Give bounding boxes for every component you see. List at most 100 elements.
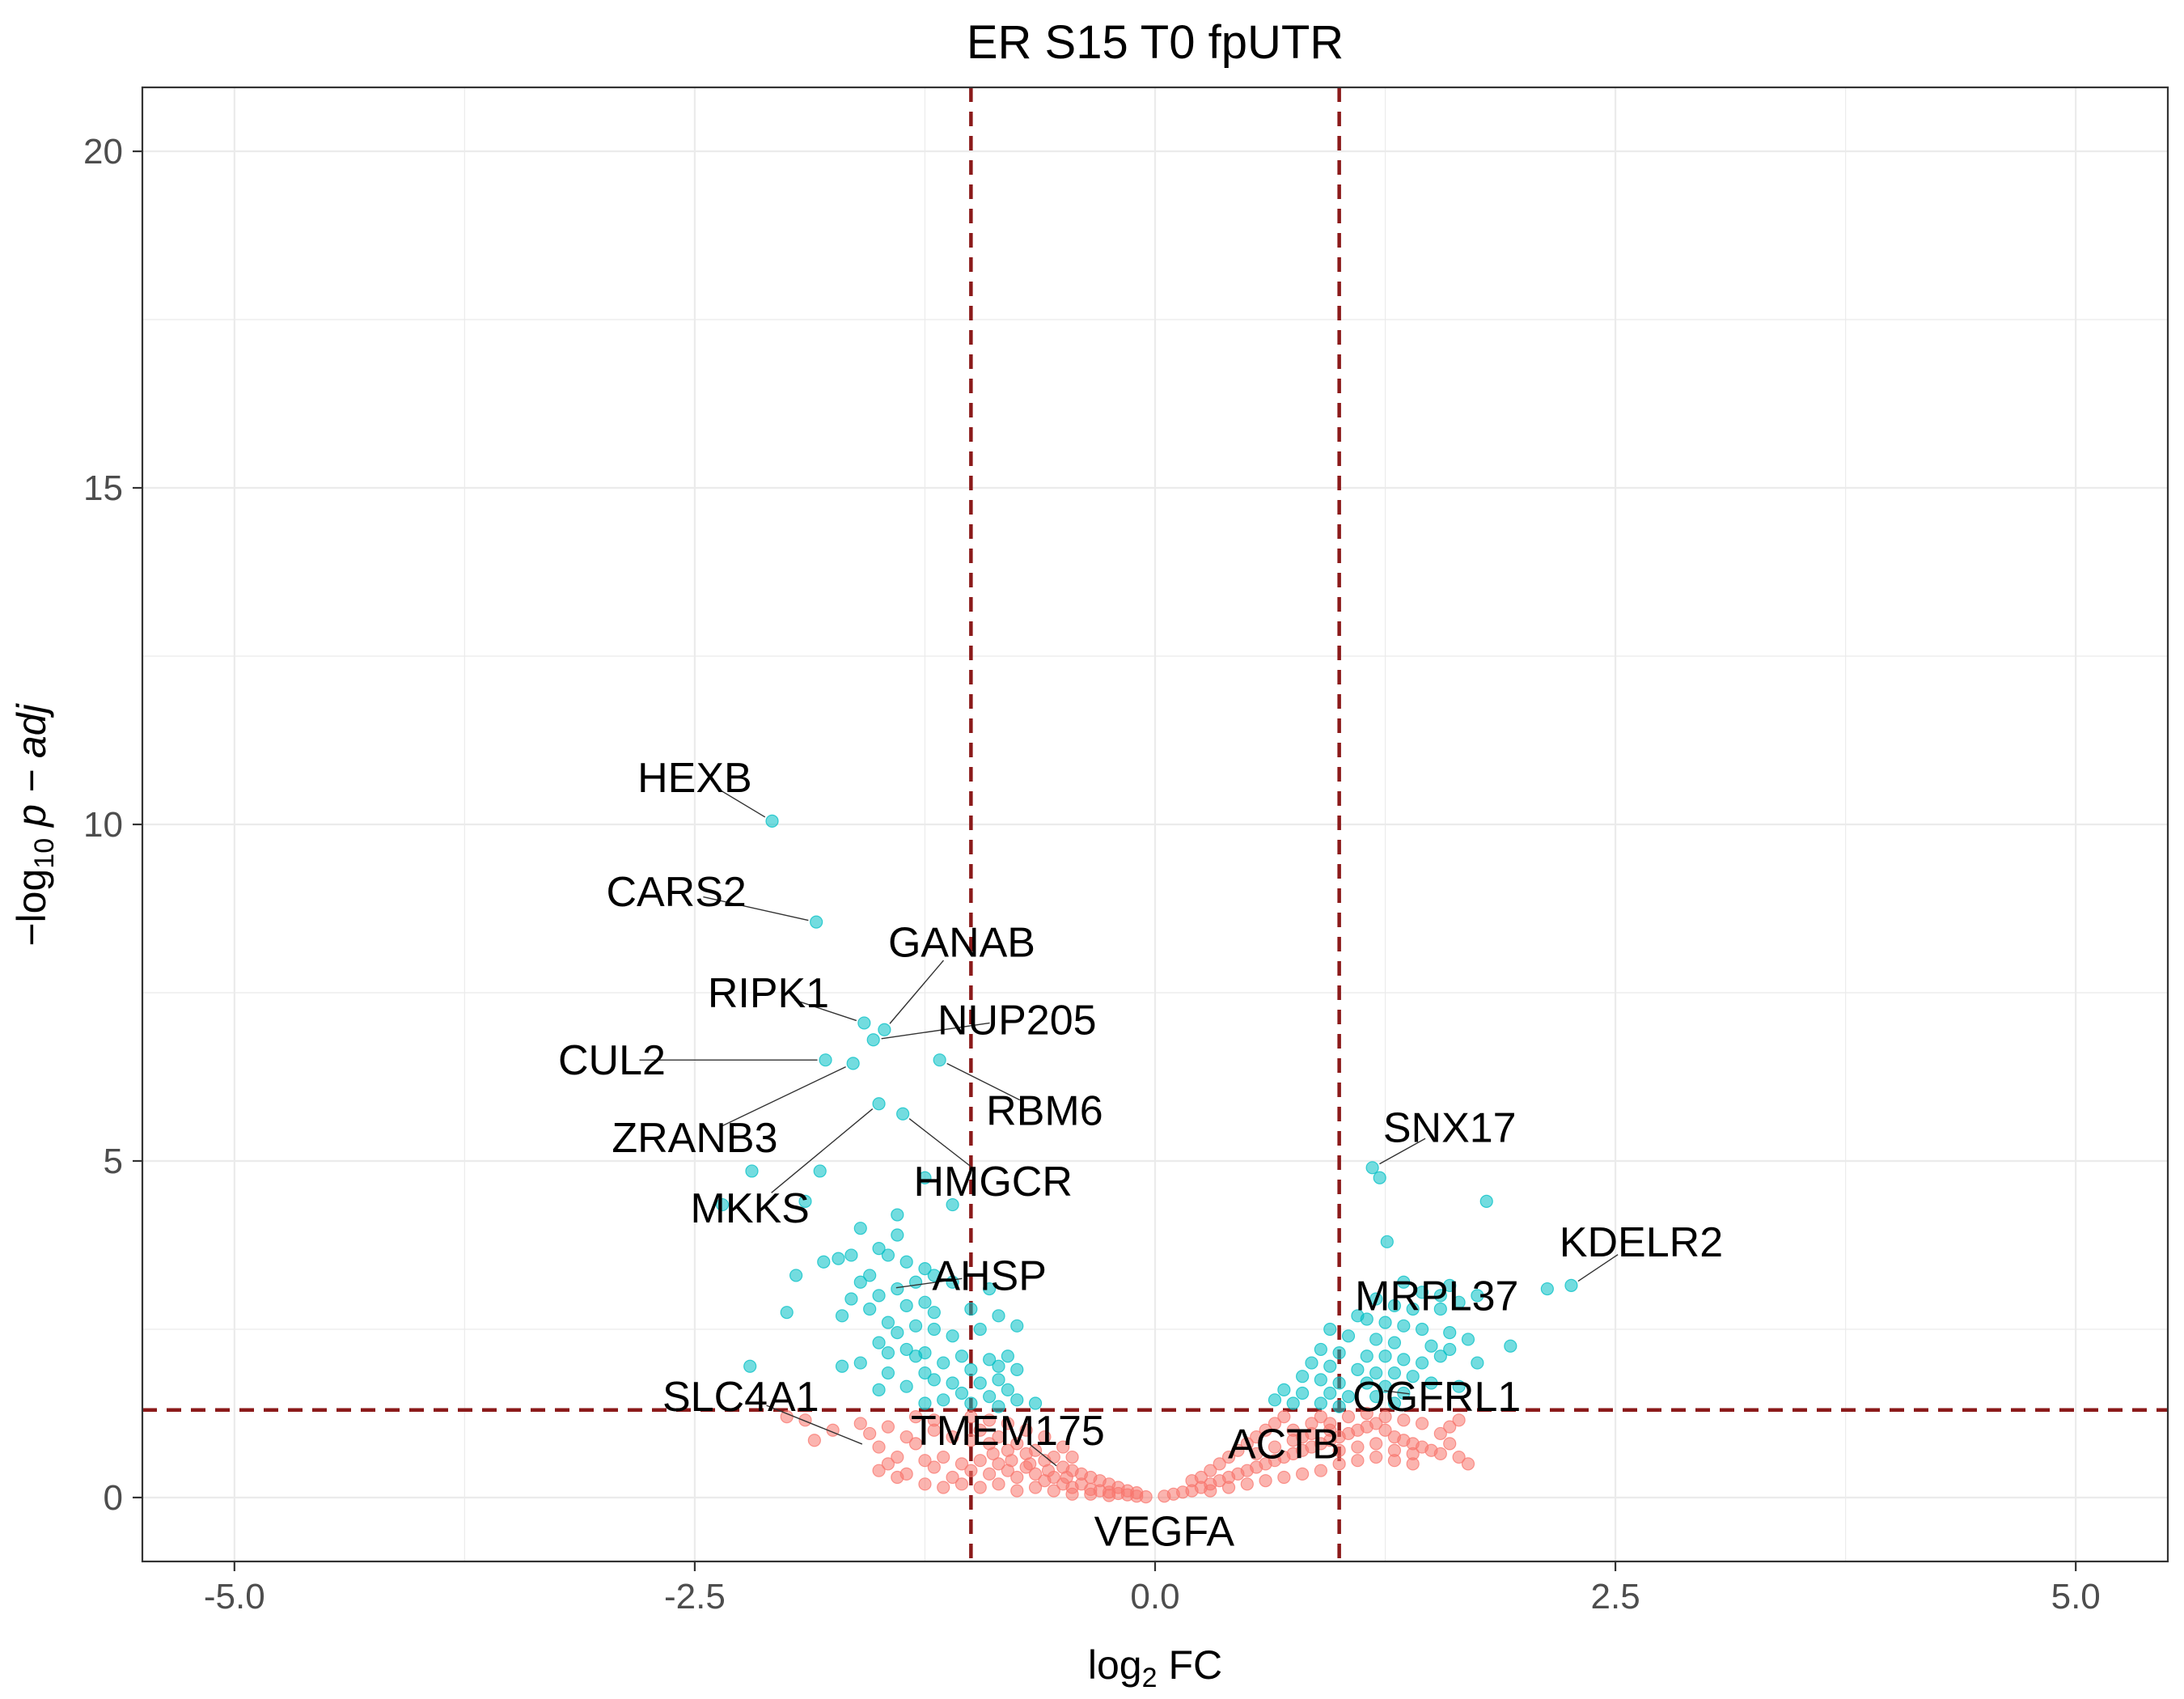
point-significant [927,1373,941,1387]
point-significant [1351,1362,1365,1376]
point-not_significant [1213,1457,1226,1471]
label-connector [946,1062,1021,1101]
point-significant [881,1316,895,1329]
point-not_significant [1019,1423,1033,1437]
point-significant [1433,1289,1447,1303]
point-not_significant [946,1430,959,1444]
point-significant [1360,1312,1373,1326]
point-significant [1341,1329,1356,1343]
point-significant [946,1376,959,1390]
point-not_significant [899,1467,913,1481]
point-significant [946,1329,959,1343]
point-not_significant [1277,1410,1291,1424]
gene-label: GANAB [888,920,1035,967]
point-not_significant [1010,1470,1024,1485]
point-not_significant [992,1477,1005,1491]
point-significant [983,1282,997,1296]
point-not_significant [983,1467,997,1481]
gene-labels: HEXB CARS2 GANAB RIPK1 NUP205 CUL2 RBM6 ZRANB3 H… [558,755,1723,1556]
point-not_significant [1194,1470,1208,1485]
x-tick-label: -5.0 [204,1577,265,1616]
point-significant [891,1326,904,1340]
gene-label: CUL2 [558,1037,666,1084]
point-not_significant [1010,1437,1024,1451]
point-not_significant [1268,1417,1282,1430]
point-not_significant [1341,1410,1356,1424]
point-significant [899,1299,913,1312]
point-not_significant [872,1464,886,1477]
point-significant [1277,1383,1291,1396]
point-significant [881,1366,895,1380]
point-significant [1010,1319,1024,1333]
point-significant [1296,1386,1310,1400]
point-not_significant [899,1430,913,1444]
label-connector [881,1022,990,1040]
point-significant [1433,1302,1447,1316]
point-not_significant [1443,1437,1457,1451]
label-connector [889,960,944,1024]
point-not_significant [863,1426,877,1441]
point-not_significant [964,1464,978,1477]
point-not_significant [1102,1489,1116,1502]
point-significant [1397,1353,1411,1366]
point-not_significant [1286,1434,1300,1447]
point-not_significant [1065,1487,1079,1501]
axis-ticks: -5.0 -2.5 0.0 2.5 5.0 0 5 10 15 20 [83,132,2101,1616]
point-significant [1415,1286,1429,1299]
gene-label: SLC4A1 [662,1374,819,1421]
y-tick-label: 15 [83,468,123,508]
point-significant [872,1097,886,1111]
point-not_significant [1351,1454,1365,1468]
point-significant [1332,1400,1346,1413]
point-significant [866,1033,880,1047]
point-significant [872,1242,886,1256]
point-significant [1433,1349,1447,1363]
point-not_significant [937,1481,950,1494]
point-significant [992,1373,1005,1387]
point-not_significant [992,1457,1005,1471]
point-significant [964,1396,978,1410]
point-significant [954,1349,969,1363]
point-significant [1452,1295,1466,1309]
gene-label: HMGCR [913,1159,1072,1205]
point-significant [1443,1326,1457,1340]
point-significant [1540,1282,1554,1296]
point-significant [1378,1379,1392,1393]
point-significant [891,1228,904,1242]
y-tick-label: 0 [104,1478,123,1518]
point-not_significant [1296,1467,1310,1481]
point-not_significant [918,1454,932,1468]
point-not_significant [1240,1437,1254,1451]
point-not_significant [973,1423,987,1437]
point-not_significant [1231,1443,1245,1457]
point-significant [813,1164,827,1178]
gene-label: MKKS [691,1185,810,1232]
point-significant [983,1353,997,1366]
point-significant [1323,1386,1337,1400]
point-not_significant [1369,1450,1383,1464]
point-significant [1387,1299,1402,1312]
point-not_significant [1397,1413,1411,1427]
gene-label: TMEM175 [911,1408,1105,1455]
point-not_significant [1351,1440,1365,1454]
point-significant [927,1322,941,1337]
point-significant [1314,1373,1327,1387]
x-axis-title-tail: FC [1158,1642,1223,1688]
point-significant [798,1194,812,1208]
point-not_significant [1221,1450,1236,1464]
point-significant [789,1269,803,1282]
point-significant [1452,1379,1466,1393]
point-significant [1387,1396,1402,1410]
point-significant [973,1322,987,1337]
grid-lines [142,87,2168,1561]
point-not_significant [1378,1410,1392,1424]
label-connector [1029,1443,1057,1467]
label-connector [908,1118,971,1167]
point-not_significant [992,1430,1005,1444]
point-significant [908,1349,923,1363]
gene-label: SNX17 [1383,1104,1517,1151]
point-not_significant [1240,1477,1254,1491]
point-not_significant [1433,1447,1447,1460]
label-connector [1577,1254,1619,1282]
point-not_significant [881,1420,895,1434]
